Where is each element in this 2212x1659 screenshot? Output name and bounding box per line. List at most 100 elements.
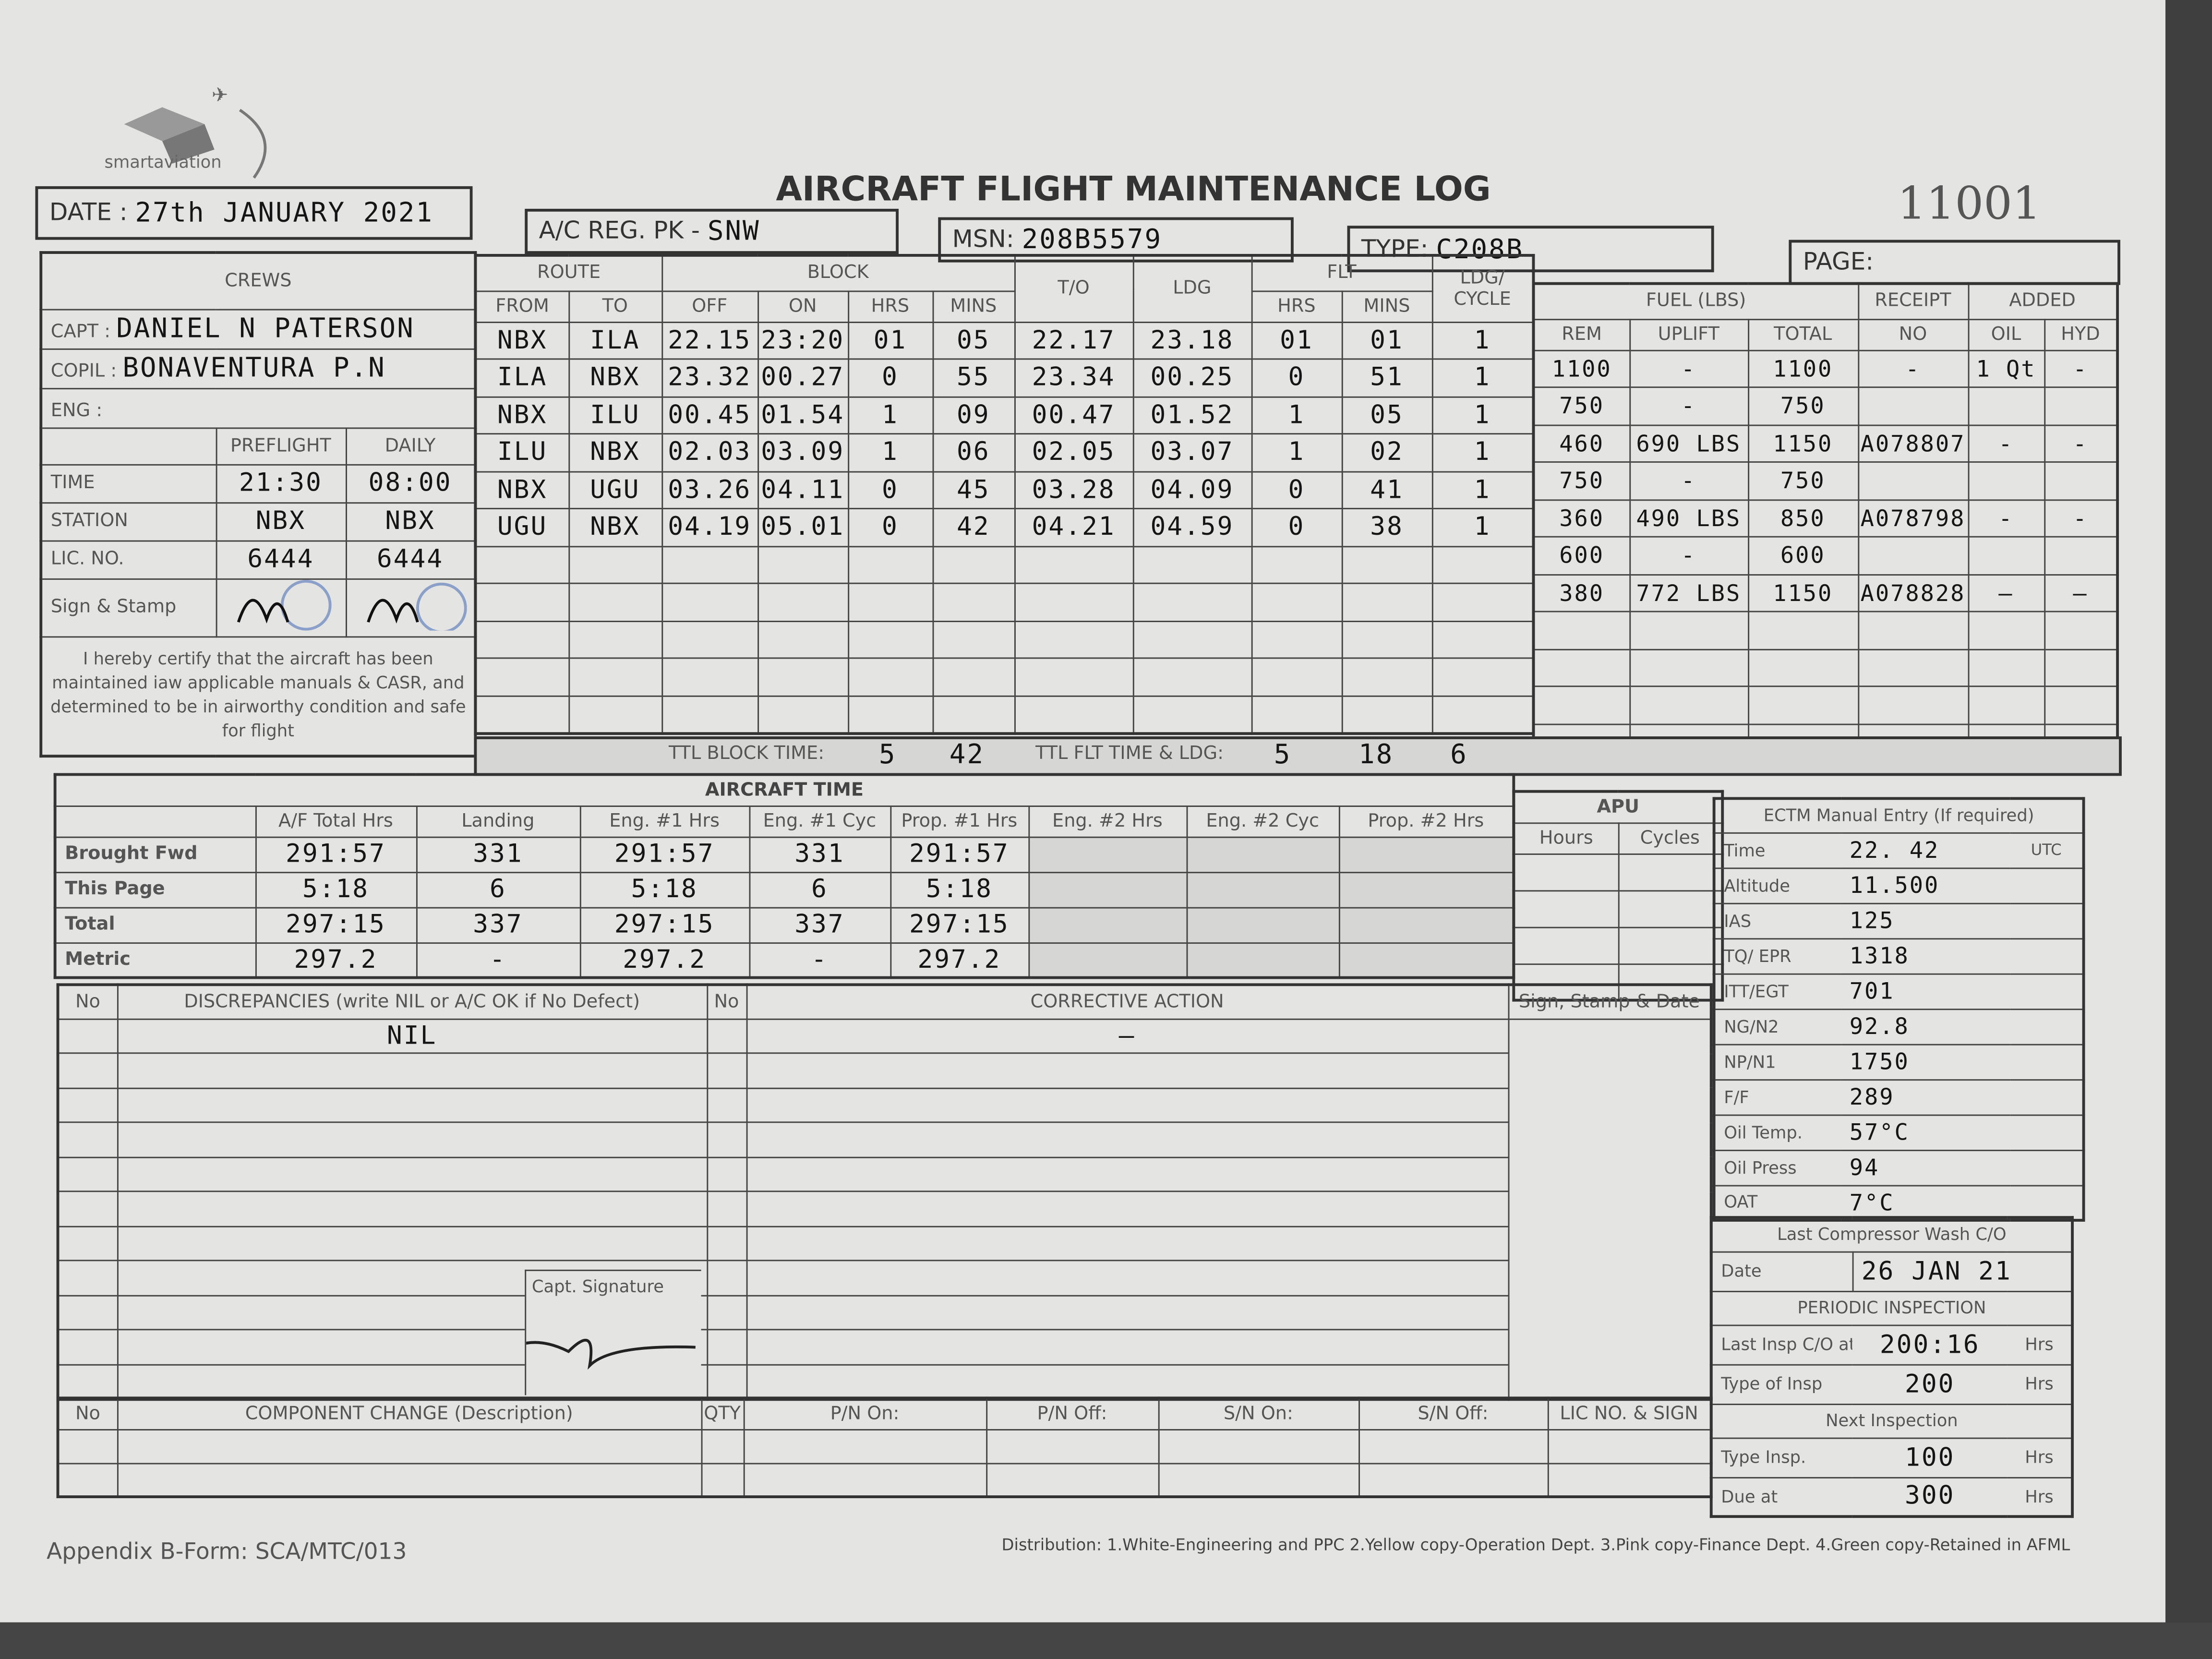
crew-row-label: Sign & Stamp xyxy=(40,577,217,637)
flight-log-cell xyxy=(661,620,758,659)
aircraft-time-cell: 297:15 xyxy=(254,906,417,943)
next-type-value: 100 xyxy=(1905,1442,1955,1472)
discrepancy-row xyxy=(57,1225,1711,1262)
flight-log-cell xyxy=(1132,620,1252,659)
wash-title: Last Compressor Wash C/O xyxy=(1710,1216,2073,1252)
reg-value: SNW xyxy=(707,216,760,247)
discrepancy-cell xyxy=(57,1329,118,1365)
ectm-row: IAS 125 xyxy=(1713,902,2085,939)
signature-stamp-icon xyxy=(366,582,467,633)
aircraft-time-cell xyxy=(1186,941,1340,979)
smart-aviation-logo: ✈ smartaviation xyxy=(99,82,275,187)
rem-header: REM xyxy=(1532,318,1630,351)
ectm-title: ECTM Manual Entry (If required) xyxy=(1713,797,2085,833)
added-header: ADDED xyxy=(1967,283,2118,320)
flight-log-cell: 01 xyxy=(1341,321,1433,360)
discrepancy-cell xyxy=(745,1329,1509,1365)
certification-text: I hereby certify that the aircraft has b… xyxy=(40,635,476,757)
aircraft-time-row-label: Brought Fwd xyxy=(54,836,256,873)
last-insp-value: 200:16 xyxy=(1879,1329,1980,1359)
flight-log-cell xyxy=(757,582,849,622)
discrepancy-row xyxy=(57,1087,1711,1123)
flight-log-row xyxy=(474,545,1535,584)
discrepancy-cell xyxy=(745,1121,1509,1158)
flight-log-cell xyxy=(847,582,934,622)
aircraft-time-row: Brought Fwd 291:57 331 291:57 331 291:57 xyxy=(54,836,1515,873)
fuel-cell: 750 xyxy=(1747,461,1859,500)
flight-log-cell xyxy=(847,657,934,697)
flight-log-cell: 00.45 xyxy=(661,396,758,435)
flight-log-cell: 0 xyxy=(1250,358,1343,397)
flight-log-cell: 45 xyxy=(932,470,1015,509)
flight-log-cell: NBX xyxy=(474,321,569,360)
reg-field: A/C REG. PK - SNW xyxy=(525,208,899,254)
apu-cell xyxy=(1513,853,1619,891)
flight-log-cell: 05.01 xyxy=(757,507,849,547)
comp-cell xyxy=(1547,1428,1712,1464)
fuel-cell xyxy=(1967,648,2045,687)
flight-log-cell xyxy=(1341,695,1433,734)
aircraft-time-row: Metric 297.2-297.2-297.2 xyxy=(54,941,1515,979)
aircraft-time-column-header: A/F Total Hrs xyxy=(254,805,417,838)
distribution-note: Distribution: 1.White-Engineering and PP… xyxy=(1001,1535,2070,1555)
discrepancy-cell xyxy=(57,1225,118,1262)
off-header: OFF xyxy=(661,289,758,323)
discrepancy-row xyxy=(57,1363,1711,1400)
aircraft-time-cell xyxy=(1027,836,1187,873)
flight-log-cell: 0 xyxy=(1250,470,1343,509)
fuel-row: 360 490 LBS 850 A078798- - xyxy=(1532,498,2118,538)
daily-time: 08:00 xyxy=(345,463,476,503)
flight-log-cell: 1 xyxy=(847,396,934,435)
aircraft-time-cell xyxy=(1186,836,1340,873)
fuel-cell: 850 xyxy=(1747,498,1859,538)
comp-cell xyxy=(700,1428,745,1464)
wash-date: 26 JAN 21 xyxy=(1851,1250,2073,1292)
flight-log-cell xyxy=(567,695,662,734)
flight-log-cell: 05 xyxy=(932,321,1015,360)
discrepancy-cell xyxy=(57,1363,118,1400)
fuel-cell xyxy=(1967,461,2045,500)
ectm-value: 7°C xyxy=(1841,1184,2010,1221)
crew-row-label: TIME xyxy=(40,463,217,503)
comp-cell xyxy=(57,1462,118,1498)
ectm-unit xyxy=(2010,1043,2085,1080)
discrepancy-cell xyxy=(57,1121,118,1158)
flight-log-cell xyxy=(474,695,569,734)
aircraft-time-cell: 297:15 xyxy=(579,906,750,943)
takeoff-header: T/O xyxy=(1013,254,1134,323)
page-label: PAGE: xyxy=(1803,248,1874,277)
ttl-flt-label: TTL FLT TIME & LDG: xyxy=(1035,743,1224,765)
ectm-value: 57°C xyxy=(1841,1114,2010,1151)
comp-cell xyxy=(116,1428,702,1464)
ectm-unit xyxy=(2010,1008,2085,1045)
discrepancy-cell: — xyxy=(745,1018,1509,1054)
to-header: TO xyxy=(567,289,662,323)
ectm-unit xyxy=(2010,866,2085,904)
aircraft-time-column-header: Prop. #1 Hrs xyxy=(889,805,1029,838)
aircraft-time-cell: 291:57 xyxy=(889,836,1029,873)
aircraft-time-cell: - xyxy=(415,941,581,979)
discrepancy-cell xyxy=(706,1329,747,1365)
date-label: DATE : xyxy=(49,199,128,228)
flight-log-cell xyxy=(757,695,849,734)
aircraft-time-column-header: Eng. #1 Cyc xyxy=(748,805,891,838)
discrepancy-row xyxy=(57,1294,1711,1331)
flight-log-cell xyxy=(1132,582,1252,622)
flight-log-cell: NBX xyxy=(567,358,662,397)
discrepancy-cell xyxy=(706,1190,747,1227)
fuel-cell: - xyxy=(1628,461,1749,500)
aircraft-time-cell xyxy=(1186,871,1340,908)
flight-log-cell: 02 xyxy=(1341,433,1433,472)
fuel-row: 750-750 xyxy=(1532,461,2118,500)
fuel-row: 600-600 xyxy=(1532,536,2118,575)
flight-log-cell xyxy=(1013,545,1134,584)
flight-log-cell xyxy=(1341,545,1433,584)
flight-log-cell xyxy=(1341,657,1433,697)
flight-log-row: NBX UGU 03.26 04.11 0 45 03.28 04.09 0 41 1 xyxy=(474,470,1535,509)
flight-log-cell xyxy=(847,545,934,584)
discrepancy-cell xyxy=(706,1018,747,1054)
ectm-label: Oil Temp. xyxy=(1713,1114,1841,1151)
flight-log-table: ROUTE BLOCK T/O LDG FLT LDG/ CYCLE FROM TO OFF O… xyxy=(474,253,1535,734)
flight-log-cell: 1 xyxy=(1431,507,1535,547)
aircraft-time-row: This Page 5:18 6 5:18 6 5:18 xyxy=(54,871,1515,908)
